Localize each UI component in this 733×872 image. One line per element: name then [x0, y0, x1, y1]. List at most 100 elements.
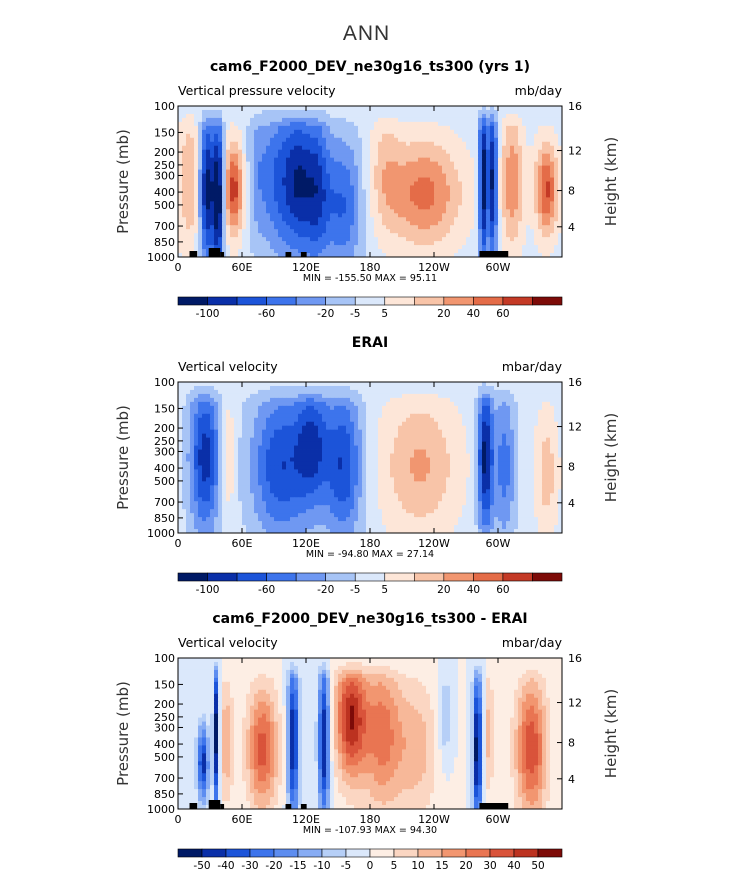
heatmap-cell	[290, 181, 295, 186]
heatmap-cell	[482, 117, 487, 123]
heatmap-cell	[318, 117, 323, 123]
heatmap-cell	[186, 401, 191, 407]
heatmap-cell	[390, 421, 395, 427]
heatmap-cell	[414, 425, 419, 431]
heatmap-cell	[270, 153, 275, 159]
heatmap-cell	[454, 409, 459, 415]
heatmap-cell	[394, 417, 399, 423]
heatmap-cell	[334, 401, 339, 407]
heatmap-cell	[350, 121, 355, 127]
heatmap-cell	[414, 249, 419, 254]
heatmap-cell	[378, 113, 383, 119]
heatmap-cell	[522, 253, 527, 258]
heatmap-cell	[202, 173, 207, 178]
heatmap-cell	[362, 133, 367, 139]
heatmap-cell	[266, 157, 271, 163]
heatmap-cell	[254, 106, 259, 111]
heatmap-cell	[498, 217, 503, 222]
heatmap-cell	[306, 129, 311, 135]
heatmap-cell	[346, 141, 351, 147]
heatmap-cell	[178, 205, 183, 210]
heatmap-cell	[522, 229, 527, 234]
heatmap-cell	[430, 141, 435, 147]
heatmap-cell	[342, 117, 347, 123]
heatmap-cell	[458, 397, 463, 403]
heatmap-cell	[470, 385, 475, 391]
heatmap-cell	[442, 141, 447, 147]
heatmap-cell	[274, 169, 279, 174]
heatmap-cell	[534, 425, 539, 431]
heatmap-cell	[410, 417, 415, 423]
heatmap-cell	[198, 393, 203, 399]
heatmap-cell	[510, 393, 515, 399]
heatmap-cell	[314, 241, 319, 246]
heatmap-cell	[206, 429, 211, 435]
heatmap-cell	[226, 153, 231, 159]
heatmap-cell	[242, 217, 247, 222]
heatmap-cell	[310, 233, 315, 238]
heatmap-cell	[502, 213, 507, 218]
heatmap-cell	[294, 209, 299, 214]
heatmap-cell	[302, 397, 307, 403]
heatmap-cell	[366, 181, 371, 186]
heatmap-cell	[378, 389, 383, 395]
heatmap-cell	[458, 145, 463, 151]
heatmap-cell	[238, 413, 243, 419]
heatmap-cell	[430, 413, 435, 419]
heatmap-cell	[214, 193, 219, 198]
heatmap-cell	[262, 389, 267, 395]
colorbar-swatch	[266, 296, 297, 306]
heatmap-cell	[434, 137, 439, 143]
heatmap-cell	[342, 157, 347, 163]
heatmap-cell	[510, 125, 515, 131]
heatmap-cell	[402, 193, 407, 198]
heatmap-cell	[422, 157, 427, 163]
heatmap-cell	[434, 213, 439, 218]
heatmap-cell	[194, 213, 199, 218]
heatmap-cell	[362, 429, 367, 435]
heatmap-cell	[354, 193, 359, 198]
heatmap-cell	[278, 165, 283, 170]
heatmap-cell	[206, 413, 211, 419]
heatmap-cell	[302, 421, 307, 427]
heatmap-cell	[350, 137, 355, 143]
heatmap-cell	[406, 425, 411, 431]
heatmap-cell	[302, 389, 307, 395]
heatmap-cell	[518, 201, 523, 206]
heatmap-cell	[342, 177, 347, 182]
heatmap-cell	[378, 121, 383, 127]
heatmap-cell	[482, 401, 487, 407]
heatmap-cell	[538, 161, 543, 166]
heatmap-cell	[238, 189, 243, 194]
heatmap-cell	[198, 133, 203, 139]
heatmap-cell	[294, 409, 299, 415]
heatmap-cell	[194, 241, 199, 246]
heatmap-cell	[490, 245, 495, 250]
heatmap-cell	[306, 389, 311, 395]
heatmap-cell	[474, 405, 479, 411]
heatmap-cell	[558, 253, 563, 258]
heatmap-cell	[234, 233, 239, 238]
heatmap-cell	[342, 245, 347, 250]
heatmap-cell	[322, 417, 327, 423]
heatmap-cell	[510, 181, 515, 186]
heatmap-cell	[266, 145, 271, 151]
heatmap-cell	[466, 201, 471, 206]
heatmap-cell	[370, 129, 375, 135]
heatmap-cell	[466, 221, 471, 226]
heatmap-cell	[486, 245, 491, 250]
heatmap-cell	[282, 133, 287, 139]
heatmap-cell	[450, 397, 455, 403]
heatmap-cell	[346, 409, 351, 415]
heatmap-cell	[378, 417, 383, 423]
heatmap-cell	[554, 409, 559, 415]
heatmap-cell	[498, 213, 503, 218]
heatmap-cell	[258, 169, 263, 174]
heatmap-cell	[526, 169, 531, 174]
heatmap-cell	[494, 421, 499, 427]
heatmap-cell	[350, 425, 355, 431]
heatmap-cell	[214, 205, 219, 210]
heatmap-cell	[370, 241, 375, 246]
heatmap-cell	[498, 141, 503, 147]
heatmap-cell	[374, 165, 379, 170]
